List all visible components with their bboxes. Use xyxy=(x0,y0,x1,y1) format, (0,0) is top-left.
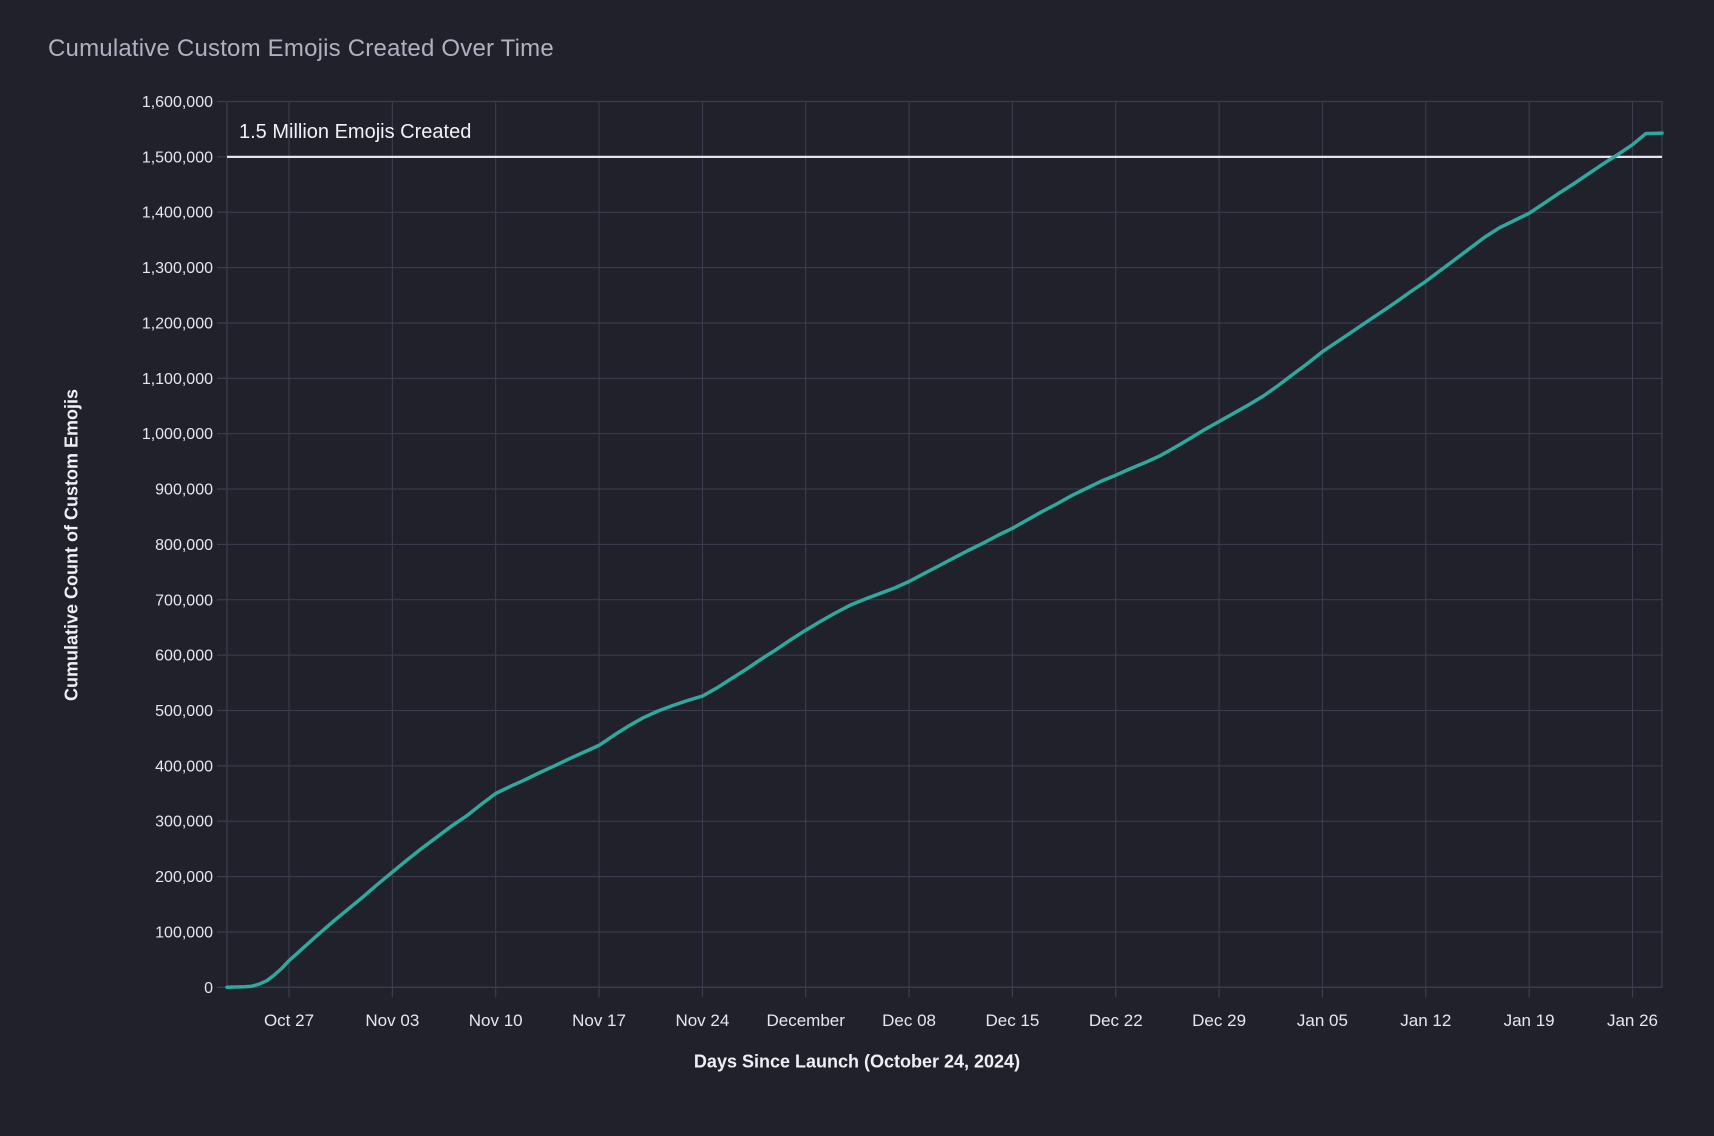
x-axis-tick-label: Oct 27 xyxy=(264,1011,314,1030)
y-axis-title: Cumulative Count of Custom Emojis xyxy=(61,388,82,702)
x-axis-tick-label: December xyxy=(767,1011,846,1030)
x-axis-tick-label: Jan 05 xyxy=(1297,1011,1348,1030)
plot-border xyxy=(226,100,1663,988)
x-axis-tick-label: Jan 26 xyxy=(1607,1011,1658,1030)
y-axis-tick-label: 700,000 xyxy=(155,592,213,609)
x-axis-tick-label: Nov 03 xyxy=(365,1011,419,1030)
reference-line-label: 1.5 Million Emojis Created xyxy=(239,121,472,143)
x-axis-tick-label: Dec 08 xyxy=(882,1011,936,1030)
y-axis-tick-label: 1,100,000 xyxy=(142,371,213,388)
data-series xyxy=(225,131,1664,990)
y-axis-tick-label: 300,000 xyxy=(155,814,213,831)
y-axis-tick-label: 1,600,000 xyxy=(142,94,213,111)
y-axis-tick-label: 800,000 xyxy=(155,537,213,554)
y-axis-tick-label: 1,500,000 xyxy=(142,149,213,166)
y-axis-tick-label: 400,000 xyxy=(155,758,213,775)
axis-ticks xyxy=(217,100,1634,998)
y-axis-tick-label: 0 xyxy=(204,980,213,997)
x-axis-title: Days Since Launch (October 24, 2024) xyxy=(693,1051,1021,1072)
y-axis-tick-label: 1,000,000 xyxy=(142,426,213,443)
y-axis-tick-label: 1,200,000 xyxy=(142,315,213,332)
plot-area-border xyxy=(226,100,1663,988)
x-axis-tick-label: Nov 17 xyxy=(572,1011,626,1030)
x-axis-tick-label: Dec 22 xyxy=(1089,1011,1143,1030)
y-axis-tick-label: 900,000 xyxy=(155,482,213,499)
x-axis-tick-label: Jan 12 xyxy=(1400,1011,1451,1030)
x-axis-tick-label: Jan 19 xyxy=(1504,1011,1555,1030)
series-line-cumulative-emojis xyxy=(225,131,1664,990)
axis-tick-labels: Oct 27 Nov 03 Nov 10 Nov 17 Nov 24 December De… xyxy=(142,94,1658,1030)
x-axis-tick-label: Nov 10 xyxy=(469,1011,523,1030)
y-axis-tick-label: 500,000 xyxy=(155,703,213,720)
x-axis-tick-label: Nov 24 xyxy=(675,1011,729,1030)
y-axis-tick-label: 200,000 xyxy=(155,869,213,886)
chart-title: Cumulative Custom Emojis Created Over Ti… xyxy=(48,35,554,62)
y-axis-tick-label: 1,400,000 xyxy=(142,205,213,222)
y-axis-tick-label: 1,300,000 xyxy=(142,260,213,277)
x-axis-tick-label: Dec 29 xyxy=(1192,1011,1246,1030)
y-axis-tick-label: 100,000 xyxy=(155,924,213,941)
y-axis-tick-label: 600,000 xyxy=(155,648,213,665)
gridlines xyxy=(227,101,1662,988)
x-axis-tick-label: Dec 15 xyxy=(985,1011,1039,1030)
